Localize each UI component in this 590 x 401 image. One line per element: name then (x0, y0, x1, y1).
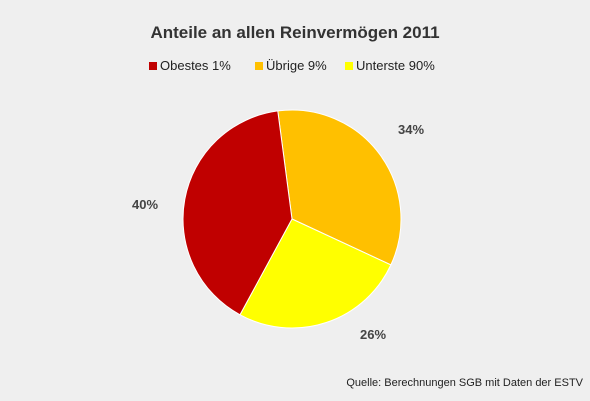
legend-swatch-obestes (149, 62, 157, 70)
legend: Obestes 1% Übrige 9% Unterste 90% (149, 58, 435, 73)
data-label-unterste: 26% (360, 327, 386, 342)
legend-swatch-unterste (345, 62, 353, 70)
legend-swatch-uebrige (255, 62, 263, 70)
legend-label-obestes: Obestes 1% (160, 58, 231, 73)
data-label-obestes: 40% (132, 197, 158, 212)
pie-slices (182, 109, 402, 329)
data-label-uebrige: 34% (398, 122, 424, 137)
chart-title: Anteile an allen Reinvermögen 2011 (150, 23, 439, 42)
source-note: Quelle: Berechnungen SGB mit Daten der E… (346, 377, 583, 389)
legend-label-uebrige: Übrige 9% (266, 58, 327, 73)
legend-label-unterste: Unterste 90% (356, 58, 435, 73)
slice-obestes (182, 110, 293, 316)
